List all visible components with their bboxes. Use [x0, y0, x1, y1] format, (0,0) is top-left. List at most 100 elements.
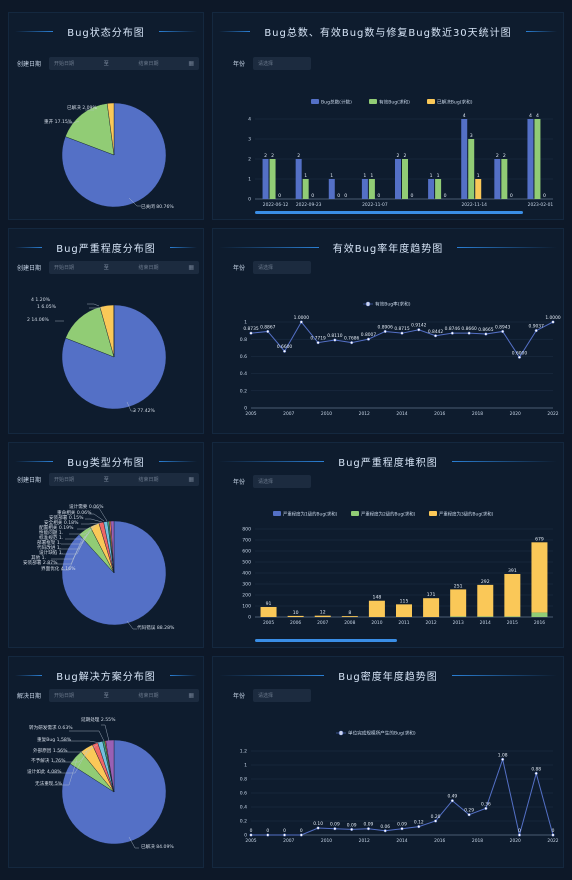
bar-value-label: 0 [510, 193, 513, 199]
data-label: 0.8660 [461, 326, 477, 332]
start-date-input[interactable]: 开始日期 [54, 693, 75, 699]
data-label: 0 [552, 828, 555, 834]
panel-title: Bug总数、有效Bug数与修复Bug数近30天统计图 [264, 27, 512, 39]
panel-title: Bug解决方案分布图 [56, 671, 156, 683]
calendar-icon[interactable]: ▦ [188, 692, 194, 699]
x-tick-label: 2016 [434, 411, 445, 417]
x-tick-label: 2014 [396, 838, 407, 844]
chart-scrollbar[interactable] [255, 211, 523, 214]
data-point [383, 329, 387, 334]
bar-sev2 [531, 612, 548, 617]
x-tick-label: 2020 [510, 838, 521, 844]
panel-title-bar: 有效Bug率年度趋势图 [213, 237, 563, 257]
calendar-icon[interactable]: ▦ [188, 60, 194, 67]
y-tick-label: 0 [248, 615, 251, 621]
pie-label-line [69, 525, 96, 535]
bar-sev3 [504, 573, 521, 617]
data-label: 0.8867 [260, 324, 276, 330]
pie-label: 界面优化 4.16% [41, 565, 76, 572]
pie-slice [61, 102, 167, 208]
bar [269, 159, 276, 199]
type-pie-chart: 设计需要 0.06%重命相关 0.06%安装部署 0.15%安全相关 0.18%… [23, 503, 175, 631]
data-point [434, 819, 438, 823]
bar [494, 159, 501, 199]
bar [328, 179, 335, 199]
date-range-picker[interactable]: 开始日期 至 结束日期 ▦ [49, 689, 200, 702]
range-separator: 至 [103, 693, 109, 699]
year-select[interactable]: 请选择 [253, 475, 312, 488]
data-point [266, 833, 270, 837]
calendar-icon[interactable]: ▦ [188, 264, 194, 271]
year-select[interactable]: 请选择 [253, 261, 312, 274]
data-point [299, 320, 303, 324]
pie-label-line [85, 518, 103, 523]
data-point [450, 331, 454, 335]
bar [428, 179, 435, 199]
bar-value-label: 292 [481, 579, 490, 585]
pie-slice [65, 103, 115, 156]
x-tick-label: 2022-11-14 [461, 202, 487, 208]
end-date-input[interactable]: 结束日期 [138, 693, 159, 699]
pie-label: 标准规范 1. [39, 534, 63, 541]
start-date-input[interactable]: 开始日期 [54, 61, 75, 67]
y-tick-label: 1 [244, 320, 247, 326]
x-tick-label: 2018 [472, 838, 483, 844]
x-tick-label: 2007 [283, 838, 294, 844]
data-label: 0.20 [431, 814, 441, 820]
end-date-input[interactable]: 结束日期 [138, 265, 159, 271]
legend-label: 严重程度为2级的Bug(求和) [361, 511, 416, 518]
panel-title: Bug状态分布图 [67, 27, 145, 39]
bar-value-label: 4 [463, 113, 466, 119]
pie-label: 3 77.42% [133, 408, 156, 414]
calendar-icon[interactable]: ▦ [188, 476, 194, 483]
data-label: 0 [283, 828, 286, 834]
year-select[interactable]: 请选择 [253, 689, 312, 702]
x-tick-label: 2022-06-12 [263, 202, 289, 208]
x-tick-label: 2015 [507, 620, 518, 626]
x-tick-label: 2007 [283, 411, 294, 417]
start-date-input[interactable]: 开始日期 [54, 265, 75, 271]
chart-scrollbar[interactable] [255, 639, 397, 642]
end-date-input[interactable]: 结束日期 [138, 61, 159, 67]
start-date-input[interactable]: 开始日期 [54, 477, 75, 483]
bar-sev3 [396, 604, 412, 617]
data-label: 0.7719 [310, 336, 326, 342]
data-label: 0.12 [414, 820, 424, 826]
pie-label: 设计缺陷 1. [39, 549, 63, 556]
pie-label: 安全相关 0.18% [44, 519, 79, 526]
pie-label-line [101, 724, 110, 742]
panel-title-bar: Bug状态分布图 [9, 21, 203, 41]
year-filter: 年份 请选择 [233, 689, 312, 702]
created-date-filter: 创建日期 开始日期 至 结束日期 ▦ [17, 473, 200, 486]
year-select[interactable]: 请选择 [253, 57, 312, 70]
bar [501, 159, 508, 199]
bar-value-label: 1 [363, 173, 366, 179]
y-tick-label: 0.6 [240, 791, 247, 797]
bar [435, 179, 442, 199]
data-label: 0.6600 [277, 344, 293, 350]
data-label: 0.8665 [478, 327, 494, 333]
end-date-input[interactable]: 结束日期 [138, 477, 159, 483]
range-separator: 至 [103, 265, 109, 271]
year-select-placeholder: 请选择 [258, 61, 274, 67]
pie-label: 无法重现 5% [35, 780, 63, 787]
data-point [366, 337, 370, 341]
pie-label: 1 6.05% [37, 304, 57, 310]
data-label: 0.8906 [378, 324, 394, 330]
date-range-picker[interactable]: 开始日期 至 结束日期 ▦ [49, 57, 200, 70]
data-point [551, 833, 555, 837]
bar-sev3 [260, 606, 277, 617]
pie-label: 安装部署 0.15% [49, 514, 84, 521]
legend-label: 有效Bug(求和) [379, 99, 410, 106]
bar-value-label: 251 [454, 583, 463, 589]
bar-value-label: 0 [444, 193, 447, 199]
date-range-picker[interactable]: 开始日期 至 结束日期 ▦ [49, 261, 200, 274]
data-point [333, 827, 337, 831]
bar-value-label: 115 [400, 598, 409, 604]
bar-value-label: 2 [271, 153, 274, 159]
data-label: 0.09 [347, 822, 357, 828]
date-range-picker[interactable]: 开始日期 至 结束日期 ▦ [49, 473, 200, 486]
x-tick-label: 2011 [398, 620, 409, 626]
data-point [501, 757, 505, 761]
panel-title-bar: Bug总数、有效Bug数与修复Bug数近30天统计图 [213, 21, 563, 41]
